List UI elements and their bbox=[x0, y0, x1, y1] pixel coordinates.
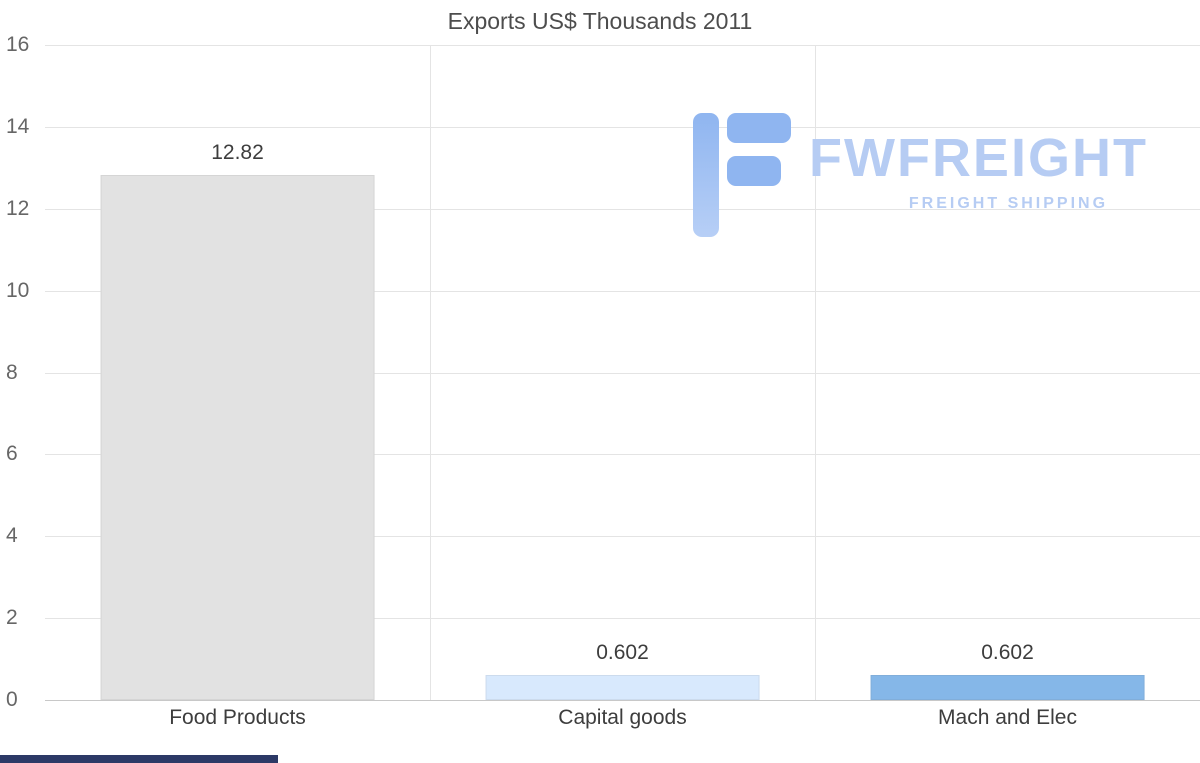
brand-text-block: FWFREIGHT FREIGHT SHIPPING bbox=[809, 113, 1148, 213]
y-axis-tick-label: 12 bbox=[6, 196, 30, 220]
y-axis-tick-label: 16 bbox=[6, 33, 30, 56]
x-axis-category-label: Mach and Elec bbox=[938, 706, 1077, 729]
x-axis: Food Products Capital goods Mach and Elec bbox=[45, 706, 1200, 730]
v-gridline bbox=[430, 45, 431, 700]
h-gridline bbox=[45, 700, 1200, 701]
y-axis-tick-label: 10 bbox=[6, 278, 30, 302]
chart-title: Exports US$ Thousands 2011 bbox=[447, 8, 753, 34]
y-axis-tick-label: 14 bbox=[6, 114, 30, 138]
brand-name: FWFREIGHT bbox=[809, 128, 1148, 188]
y-axis-tick-label: 8 bbox=[6, 360, 18, 384]
fwfreight-logo-icon bbox=[693, 113, 793, 242]
y-axis-tick-label: 2 bbox=[6, 606, 18, 630]
x-axis-category-label: Food Products bbox=[169, 706, 306, 729]
y-axis-tick-label: 6 bbox=[6, 442, 18, 466]
h-gridline bbox=[45, 208, 1200, 210]
plot-area: 12.82 0.602 0.602 FWFREIGHT FR bbox=[45, 45, 1200, 701]
bar-value-label: 12.82 bbox=[211, 141, 264, 165]
h-gridline bbox=[45, 372, 1200, 374]
h-gridline bbox=[45, 618, 1200, 620]
brand-watermark: FWFREIGHT FREIGHT SHIPPING bbox=[693, 113, 1148, 242]
y-axis-tick-label: 0 bbox=[6, 688, 18, 711]
h-gridline bbox=[45, 290, 1200, 292]
y-axis-tick-label: 4 bbox=[6, 524, 18, 548]
bar-value-label: 0.602 bbox=[981, 641, 1034, 665]
h-gridline bbox=[45, 454, 1200, 456]
bottom-left-strip bbox=[0, 755, 278, 763]
bar-value-label: 0.602 bbox=[596, 641, 649, 665]
x-axis-category-label: Capital goods bbox=[558, 706, 687, 729]
bar-food-products[interactable] bbox=[100, 175, 375, 700]
h-gridline bbox=[45, 536, 1200, 538]
bar-capital-goods[interactable] bbox=[485, 675, 760, 700]
h-gridline bbox=[45, 126, 1200, 128]
h-gridline bbox=[45, 45, 1200, 46]
bar-mach-and-elec[interactable] bbox=[870, 675, 1145, 700]
y-axis: 0 2 4 6 8 10 12 14 16 bbox=[0, 33, 44, 711]
brand-tagline: FREIGHT SHIPPING bbox=[908, 195, 1109, 212]
v-gridline bbox=[815, 45, 816, 700]
